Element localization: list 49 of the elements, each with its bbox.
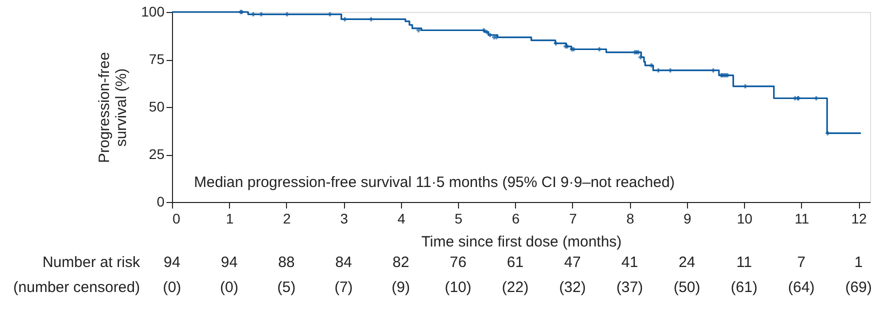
text: (64) bbox=[788, 279, 815, 296]
text: (0) bbox=[162, 279, 182, 296]
x-tick-label: 8 bbox=[626, 210, 634, 226]
text: 76 bbox=[450, 254, 466, 271]
text: 61 bbox=[506, 254, 524, 271]
text: (32) bbox=[559, 279, 586, 296]
text: (69) bbox=[845, 279, 872, 296]
text: (37) bbox=[616, 279, 644, 296]
text: 84 bbox=[335, 254, 352, 271]
x-axis-title: Time since first dose (months) bbox=[421, 234, 622, 250]
x-tick-label: 6 bbox=[512, 210, 520, 226]
x-tick-label: 4 bbox=[397, 210, 406, 226]
x-tick-label: 1 bbox=[226, 210, 234, 226]
x-tick-label: 3 bbox=[340, 210, 348, 226]
y-tick-label: 25 bbox=[148, 146, 165, 162]
y-tick-label: 0 bbox=[156, 194, 165, 210]
y-tick-label: 50 bbox=[148, 98, 165, 114]
text: (22) bbox=[502, 279, 529, 296]
text: 24 bbox=[678, 254, 696, 271]
y-tick-label: 100 bbox=[141, 4, 165, 20]
x-tick-label: 12 bbox=[851, 210, 868, 226]
text: (0) bbox=[220, 279, 238, 296]
text: 82 bbox=[392, 254, 410, 271]
y-tick-label: 75 bbox=[148, 51, 165, 67]
text: 88 bbox=[278, 254, 295, 271]
text: (5) bbox=[277, 279, 296, 296]
x-tick-label: 10 bbox=[736, 210, 753, 226]
x-tick-label: 11 bbox=[794, 210, 810, 226]
text: 94 bbox=[164, 254, 180, 271]
text: (7) bbox=[334, 279, 353, 296]
text: (10) bbox=[444, 279, 472, 296]
text: (61) bbox=[730, 279, 758, 296]
text: (50) bbox=[674, 279, 700, 296]
text: (number censored) bbox=[13, 279, 140, 296]
text: 11 bbox=[736, 254, 752, 271]
text: (9) bbox=[392, 279, 410, 296]
x-tick-label: 7 bbox=[569, 210, 578, 226]
y-axis-title: Progression-free survival (%) bbox=[96, 52, 130, 163]
text: 7 bbox=[797, 254, 806, 271]
text: 94 bbox=[220, 254, 238, 271]
x-tick-label: 0 bbox=[172, 210, 180, 226]
text: Number at risk bbox=[42, 254, 140, 271]
text: 41 bbox=[621, 254, 638, 271]
text: 47 bbox=[564, 254, 581, 271]
x-tick-label: 5 bbox=[454, 210, 463, 226]
x-tick-label: 2 bbox=[283, 210, 292, 226]
text: 1 bbox=[854, 254, 863, 271]
x-tick-label: 9 bbox=[684, 210, 692, 226]
annotation: Median progression-free survival 11·5 months (95% CI 9·9–not reached) bbox=[194, 174, 675, 191]
